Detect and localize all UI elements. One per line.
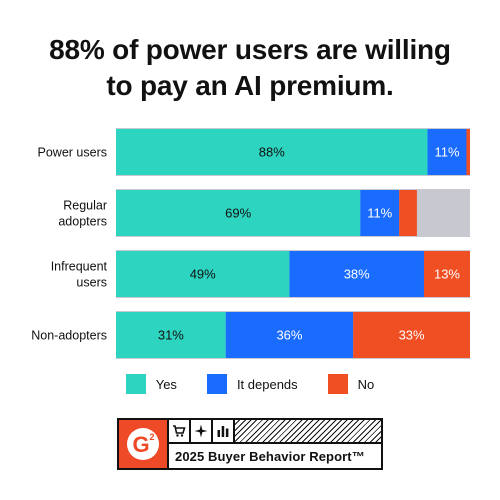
legend-label-no: No — [357, 376, 375, 392]
g2-logo-letter: G — [132, 432, 149, 457]
bar-segment-yes — [116, 129, 428, 175]
category-label: Non-adopters — [31, 329, 107, 343]
badge-hatch-pattern — [235, 420, 381, 442]
legend-swatch-no — [327, 374, 348, 394]
legend: Yes It depends No — [0, 374, 500, 394]
bar-segment-it-depends — [360, 190, 400, 236]
sparkle-icon — [191, 420, 213, 442]
cart-icon — [169, 420, 191, 442]
data-label: 36% — [276, 328, 302, 343]
data-label: 49% — [190, 267, 216, 282]
legend-item-no: No — [327, 374, 375, 394]
bar-segment-no — [466, 129, 470, 175]
category-label: Power users — [38, 146, 107, 160]
bar-segment-yes — [116, 251, 290, 297]
chart-title-line-2: to pay an AI premium. — [106, 70, 394, 101]
bar-segment-no — [423, 251, 470, 297]
data-label: 69% — [225, 206, 251, 221]
data-label: 31% — [158, 328, 184, 343]
bar-segment-yes — [116, 312, 226, 358]
category-label: Regular adopters — [58, 199, 107, 229]
data-label: 33% — [399, 328, 425, 343]
bar-segment-no — [353, 312, 470, 358]
g2-logo-mark: G 2 — [127, 428, 159, 460]
bar-segment-no — [399, 190, 417, 236]
data-label: 13% — [434, 267, 460, 282]
bar-segment-it-depends — [289, 251, 424, 297]
bar-chart-icon — [213, 420, 235, 442]
badge-report-title: 2025 Buyer Behavior Report™ — [175, 448, 365, 464]
chart-title: 88% of power users are willing to pay an… — [0, 32, 500, 104]
data-label: 38% — [344, 267, 370, 282]
badge-icon-row — [169, 420, 381, 444]
bar-segment-it-depends — [427, 129, 467, 175]
legend-item-it-depends: It depends — [206, 374, 298, 394]
legend-label-it-depends: It depends — [236, 376, 298, 392]
data-label: 11% — [367, 206, 392, 221]
data-label: 88% — [259, 145, 285, 160]
bar-segment-it-depends — [225, 312, 354, 358]
badge-body: 2025 Buyer Behavior Report™ — [169, 420, 381, 468]
legend-swatch-yes — [125, 374, 146, 394]
chart-title-line-1: 88% of power users are willing — [49, 34, 451, 65]
bar-segment-yes — [116, 190, 361, 236]
legend-label-yes: Yes — [155, 376, 177, 392]
category-label: Infrequent users — [51, 260, 108, 290]
g2-report-badge: G 2 — [117, 418, 383, 470]
legend-item-yes: Yes — [125, 374, 177, 394]
stacked-bar-chart: Power users 88% 11% Regular adopters 69% 11% In… — [31, 128, 470, 359]
data-label: 11% — [434, 145, 459, 160]
g2-logo: G 2 — [119, 420, 169, 468]
g2-logo-sup: 2 — [149, 432, 154, 442]
legend-swatch-it-depends — [206, 374, 227, 394]
